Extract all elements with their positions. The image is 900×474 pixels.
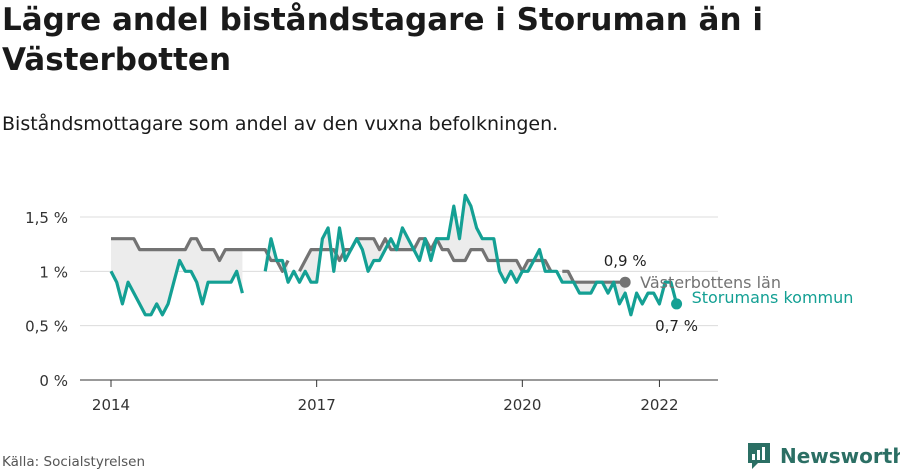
source-note: Källa: Socialstyrelsen xyxy=(2,454,146,470)
series-2-end-value: 0,7 % xyxy=(655,317,698,335)
y-tick-label: 1,5 % xyxy=(25,209,68,227)
y-tick-label: 0 % xyxy=(39,372,68,390)
x-tick-label: 2014 xyxy=(92,396,130,414)
x-tick-label: 2017 xyxy=(298,396,336,414)
newsworthy-logo-icon xyxy=(748,443,770,469)
y-tick-label: 1 % xyxy=(39,263,68,281)
series-2-end-dot xyxy=(671,298,683,310)
series-1-end-value: 0,9 % xyxy=(604,252,647,270)
series-1-end-dot xyxy=(619,276,631,288)
brand[interactable]: Newsworthy xyxy=(746,441,900,471)
series-lines xyxy=(109,193,679,317)
series-1-name: Västerbottens län xyxy=(640,273,781,292)
y-tick-label: 0,5 % xyxy=(25,318,68,336)
chart-title: Lägre andel biståndstagare i Storuman än… xyxy=(2,2,763,78)
chart-subtitle: Biståndsmottagare som andel av den vuxna… xyxy=(2,113,559,135)
y-axis: 0 % 0,5 % 1 % 1,5 % xyxy=(25,209,68,390)
x-tick-label: 2022 xyxy=(640,396,678,414)
difference-area xyxy=(111,195,626,315)
series-2-name: Storumans kommun xyxy=(692,288,854,307)
x-tick-label: 2020 xyxy=(503,396,541,414)
brand-name: Newsworthy xyxy=(780,444,900,468)
x-axis: 2014 2017 2020 2022 xyxy=(92,380,679,414)
series-line-2 xyxy=(109,193,679,317)
